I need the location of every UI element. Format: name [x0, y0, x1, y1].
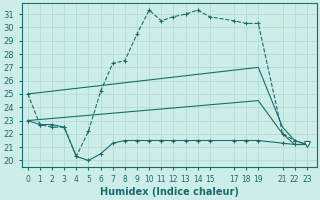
X-axis label: Humidex (Indice chaleur): Humidex (Indice chaleur): [100, 187, 239, 197]
